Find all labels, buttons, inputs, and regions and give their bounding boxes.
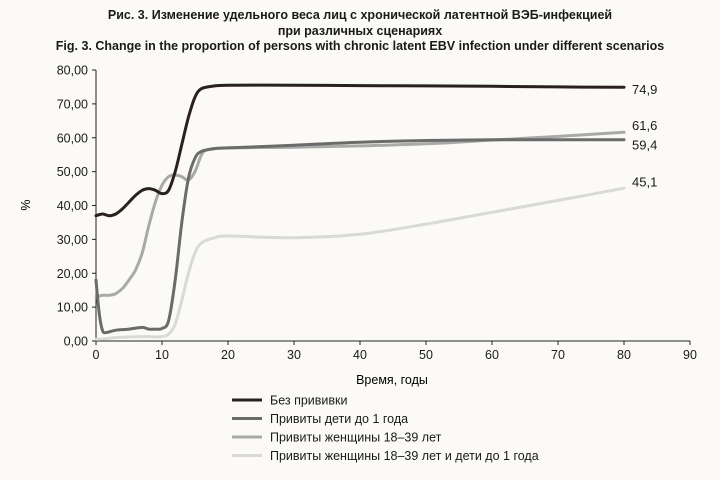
x-tick-label: 0 bbox=[93, 348, 100, 362]
chart-title-ru: Рис. 3. Изменение удельного веса лиц с х… bbox=[107, 8, 613, 22]
chart-series bbox=[94, 83, 626, 341]
legend-entry: Привиты женщины 18–39 лет bbox=[270, 431, 442, 445]
x-tick-label: 10 bbox=[155, 348, 169, 362]
series-line bbox=[94, 130, 626, 299]
chart-title-ru-line2: при различных сценариях bbox=[277, 23, 443, 38]
y-axis-label: % bbox=[19, 199, 33, 210]
y-tick-label: 70,00 bbox=[57, 97, 88, 111]
series-end-label: 59,4 bbox=[632, 137, 657, 152]
series-end-label: 61,6 bbox=[632, 118, 657, 133]
legend-entry: Привиты женщины 18–39 лет и дети до 1 го… bbox=[270, 449, 539, 463]
series-end-label: 74,9 bbox=[632, 82, 657, 97]
x-tick-label: 90 bbox=[683, 348, 697, 362]
y-tick-label: 30,00 bbox=[57, 233, 88, 247]
x-tick-label: 30 bbox=[287, 348, 301, 362]
y-tick-label: 10,00 bbox=[57, 301, 88, 315]
x-tick-label: 60 bbox=[485, 348, 499, 362]
y-tick-label: 80,00 bbox=[57, 64, 88, 78]
series-line bbox=[94, 186, 626, 341]
y-tick-label: 0,00 bbox=[64, 335, 88, 349]
legend-entry: Привиты дети до 1 года bbox=[270, 412, 408, 426]
x-tick-label: 70 bbox=[551, 348, 565, 362]
x-tick-label: 20 bbox=[221, 348, 235, 362]
legend-entry: Без прививки bbox=[270, 394, 348, 408]
x-tick-label: 80 bbox=[617, 348, 631, 362]
chart-legend: Без прививки Привиты дети до 1 года Привит… bbox=[232, 394, 539, 463]
x-axis-label: Время, годы bbox=[356, 373, 428, 387]
series-line bbox=[94, 138, 626, 335]
y-tick-label: 60,00 bbox=[57, 131, 88, 145]
y-tick-label: 50,00 bbox=[57, 165, 88, 179]
chart-titles: Рис. 3. Изменение удельного веса лиц с х… bbox=[0, 8, 720, 55]
series-line bbox=[94, 83, 626, 218]
y-tick-label: 40,00 bbox=[57, 199, 88, 213]
chart-title-en: Fig. 3. Change in the proportion of pers… bbox=[55, 39, 665, 53]
y-tick-label: 20,00 bbox=[57, 267, 88, 281]
x-tick-label: 50 bbox=[419, 348, 433, 362]
chart-axes: 0,00 10,00 20,00 30,00 40,00 50,00 60,00 70,00 8… bbox=[57, 64, 697, 363]
chart-end-labels: 74,9 59,4 61,6 45,1 bbox=[632, 82, 657, 190]
x-tick-label: 40 bbox=[353, 348, 367, 362]
series-end-label: 45,1 bbox=[632, 175, 657, 190]
